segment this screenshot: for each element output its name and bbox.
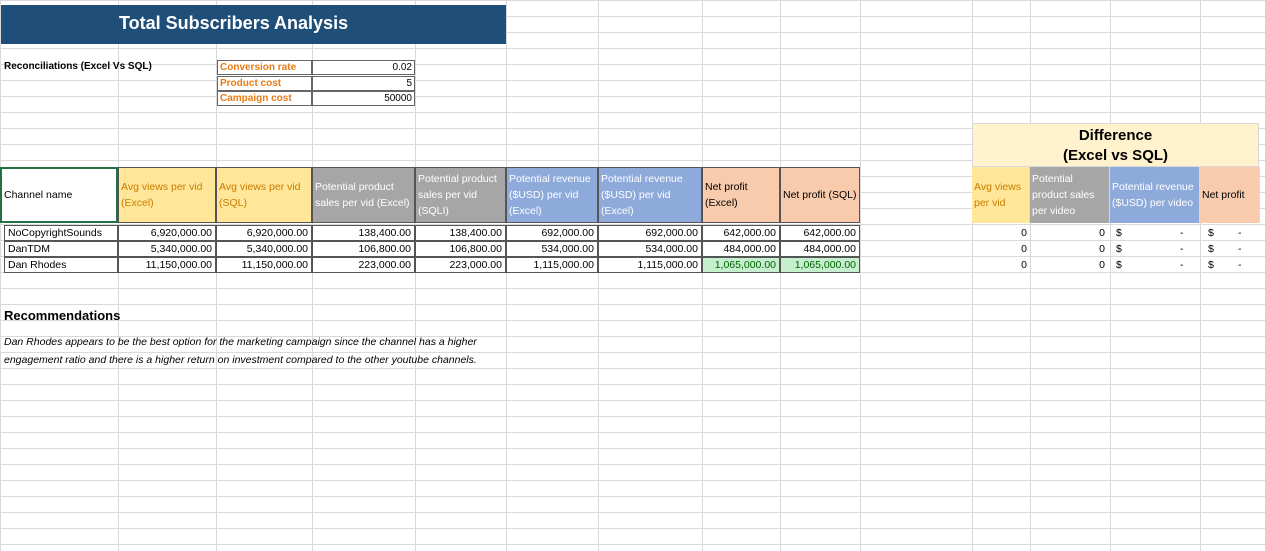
table-cell[interactable]: 534,000.00 — [598, 241, 702, 257]
table-cell[interactable]: 692,000.00 — [506, 225, 598, 241]
header-text: Potential revenue ($USD) per vid (Excel) — [509, 173, 591, 217]
difference-cell[interactable]: 0 — [1099, 243, 1105, 255]
table-cell[interactable]: 484,000.00 — [780, 241, 860, 257]
dollar-symbol: $ — [1116, 227, 1122, 239]
table-cell[interactable]: 106,800.00 — [415, 241, 506, 257]
difference-cell[interactable]: - — [1180, 259, 1184, 271]
header-text: Potential revenue ($USD) per vid (Excel) — [601, 173, 683, 217]
reconciliation-label: Reconciliations (Excel Vs SQL) — [4, 61, 152, 72]
header-channel-text: Channel name — [4, 189, 73, 201]
dollar-symbol: $ — [1208, 227, 1214, 239]
header-avg-views-sql[interactable]: Avg views per vid (SQL) — [216, 167, 312, 223]
difference-cell[interactable]: - — [1238, 259, 1242, 271]
table-cell[interactable]: 11,150,000.00 — [216, 257, 312, 273]
header-text: Potential revenue ($USD) per video — [1112, 181, 1194, 209]
table-cell[interactable]: 6,920,000.00 — [118, 225, 216, 241]
header-text: Avg views per vid (Excel) — [121, 181, 203, 209]
difference-header-avg[interactable]: Avg views per vid — [972, 167, 1030, 223]
table-cell[interactable]: 11,150,000.00 — [118, 257, 216, 273]
difference-title-line2: (Excel vs SQL) — [1062, 147, 1169, 164]
param-value[interactable]: 0.02 — [312, 60, 415, 75]
table-cell[interactable]: 223,000.00 — [415, 257, 506, 273]
table-cell[interactable]: 1,115,000.00 — [506, 257, 598, 273]
difference-header-sales[interactable]: Potential product sales per video — [1030, 167, 1110, 223]
difference-cell[interactable]: 0 — [1021, 259, 1027, 271]
difference-cell[interactable]: 0 — [1021, 243, 1027, 255]
recommendation-line-1: Dan Rhodes appears to be the best option… — [4, 336, 477, 348]
difference-cell[interactable]: - — [1238, 227, 1242, 239]
header-avg-views-excel[interactable]: Avg views per vid (Excel) — [118, 167, 216, 223]
table-cell[interactable]: 138,400.00 — [312, 225, 415, 241]
table-cell[interactable]: 642,000.00 — [702, 225, 780, 241]
difference-cell[interactable]: 0 — [1021, 227, 1027, 239]
table-row-channel[interactable]: NoCopyrightSounds — [4, 225, 118, 241]
dollar-symbol: $ — [1208, 243, 1214, 255]
param-label[interactable]: Campaign cost — [217, 91, 312, 106]
header-sales-excel[interactable]: Potential product sales per vid (Excel) — [312, 167, 415, 223]
difference-header-profit[interactable]: Net profit — [1200, 167, 1260, 223]
param-value[interactable]: 50000 — [312, 91, 415, 106]
table-cell[interactable]: 6,920,000.00 — [216, 225, 312, 241]
difference-title-line1: Difference — [1078, 127, 1153, 144]
header-text: Avg views per vid — [974, 181, 1022, 209]
table-cell[interactable]: 534,000.00 — [506, 241, 598, 257]
header-text: Net profit (SQL) — [783, 189, 857, 201]
table-cell[interactable]: 5,340,000.00 — [118, 241, 216, 257]
difference-cell[interactable]: - — [1180, 227, 1184, 239]
table-cell[interactable]: 1,115,000.00 — [598, 257, 702, 273]
header-text: Potential product sales per video — [1032, 173, 1095, 217]
dollar-symbol: $ — [1208, 259, 1214, 271]
table-cell[interactable]: 106,800.00 — [312, 241, 415, 257]
param-label[interactable]: Product cost — [217, 76, 312, 91]
table-row-channel[interactable]: Dan Rhodes — [4, 257, 118, 273]
sheet-title: Total Subscribers Analysis — [1, 5, 506, 44]
recommendation-line-2: engagement ratio and there is a higher r… — [4, 354, 477, 366]
header-net-profit-sql[interactable]: Net profit (SQL) — [780, 167, 860, 223]
difference-cell[interactable]: 0 — [1099, 227, 1105, 239]
difference-title: Difference (Excel vs SQL) — [972, 123, 1259, 167]
table-cell[interactable]: 484,000.00 — [702, 241, 780, 257]
header-channel-name[interactable]: Channel name — [0, 167, 118, 223]
table-cell[interactable]: 5,340,000.00 — [216, 241, 312, 257]
header-sales-sql[interactable]: Potential product sales per vid (SQLI) — [415, 167, 506, 223]
table-cell[interactable]: 642,000.00 — [780, 225, 860, 241]
dollar-symbol: $ — [1116, 259, 1122, 271]
difference-cell[interactable]: - — [1238, 243, 1242, 255]
header-net-profit-excel[interactable]: Net profit (Excel) — [702, 167, 780, 223]
header-text: Net profit (Excel) — [705, 181, 748, 209]
difference-cell[interactable]: - — [1180, 243, 1184, 255]
recommendations-title: Recommendations — [4, 308, 121, 323]
recommendations-text: Dan Rhodes appears to be the best option… — [4, 333, 564, 369]
highlighted-net-profit[interactable]: 1,065,000.00 — [780, 257, 860, 273]
header-text: Net profit — [1202, 189, 1245, 201]
table-row-channel[interactable]: DanTDM — [4, 241, 118, 257]
param-value[interactable]: 5 — [312, 76, 415, 91]
difference-cell[interactable]: 0 — [1099, 259, 1105, 271]
dollar-symbol: $ — [1116, 243, 1122, 255]
table-cell[interactable]: 138,400.00 — [415, 225, 506, 241]
header-text: Avg views per vid (SQL) — [219, 181, 301, 209]
header-text: Potential product sales per vid (Excel) — [315, 181, 410, 209]
highlighted-net-profit[interactable]: 1,065,000.00 — [702, 257, 780, 273]
table-cell[interactable]: 223,000.00 — [312, 257, 415, 273]
header-revenue-sql[interactable]: Potential revenue ($USD) per vid (Excel) — [598, 167, 702, 223]
header-text: Potential product sales per vid (SQLI) — [418, 173, 497, 217]
difference-header-revenue[interactable]: Potential revenue ($USD) per video — [1110, 167, 1200, 223]
param-label[interactable]: Conversion rate — [217, 60, 312, 75]
table-cell[interactable]: 692,000.00 — [598, 225, 702, 241]
header-revenue-excel[interactable]: Potential revenue ($USD) per vid (Excel) — [506, 167, 598, 223]
